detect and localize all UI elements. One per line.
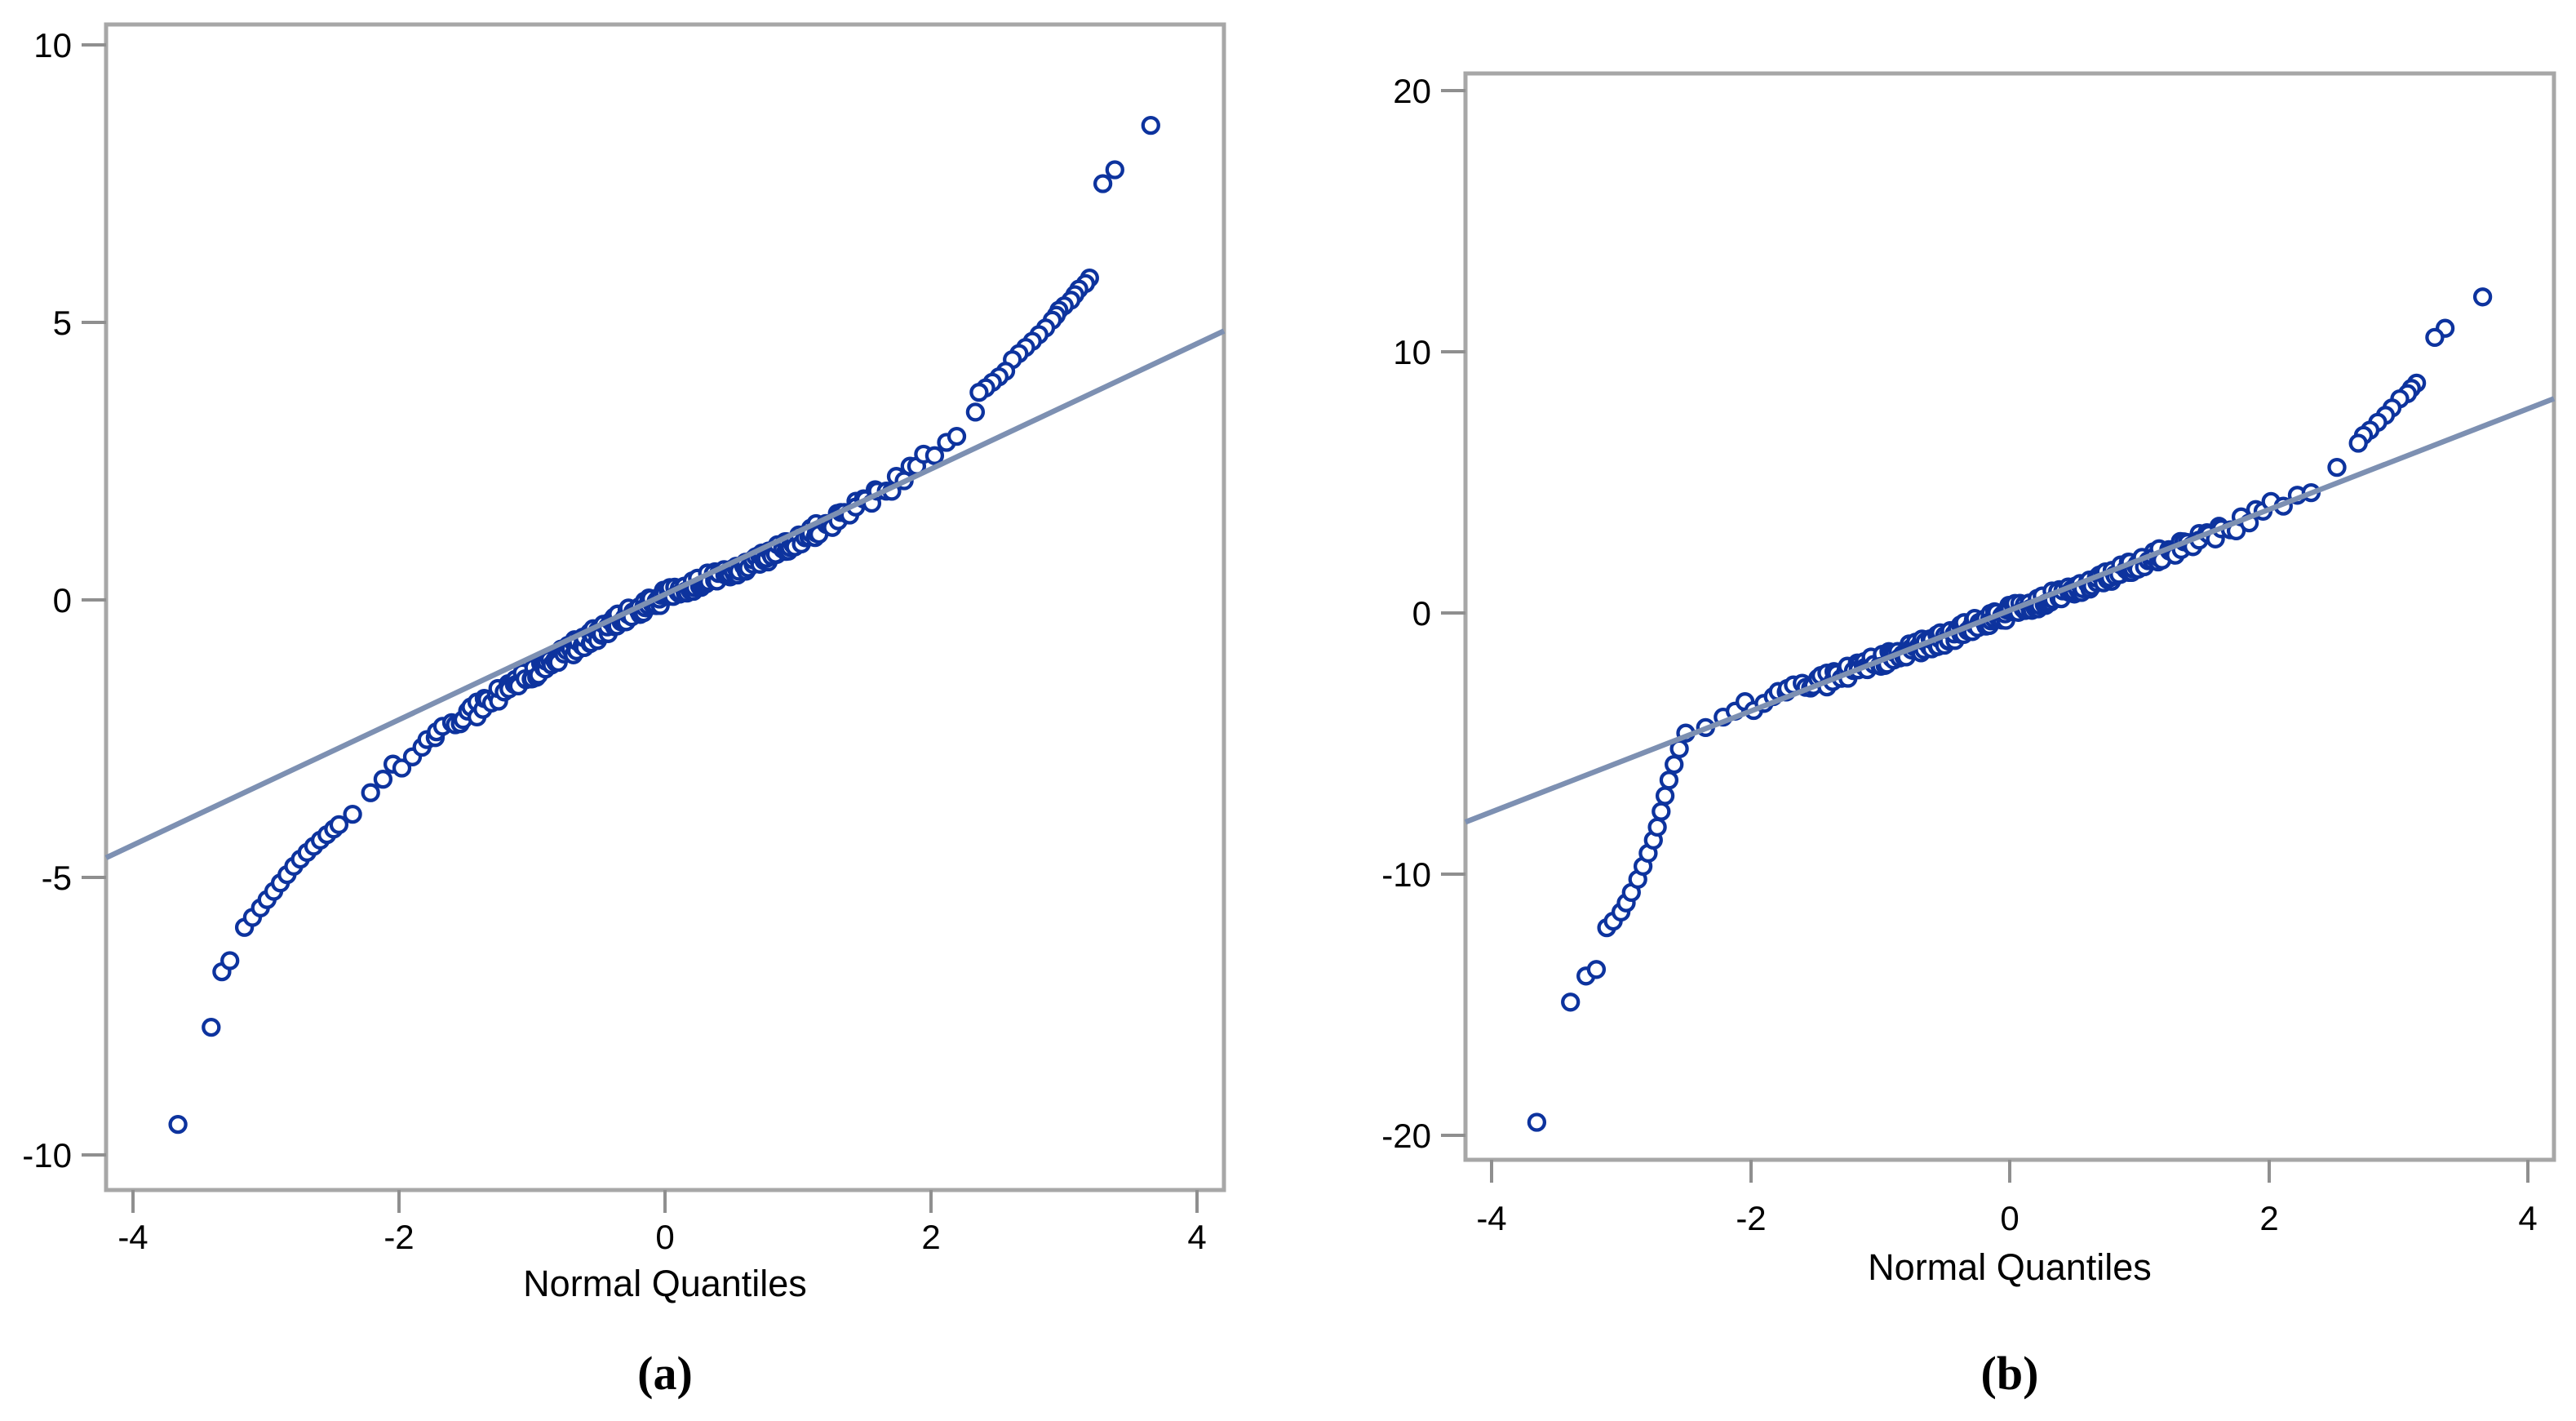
x-tick-label: 2 xyxy=(2259,1199,2278,1237)
data-point xyxy=(1586,960,1607,979)
y-tick-label: 0 xyxy=(1412,594,1431,633)
data-point xyxy=(1561,992,1581,1012)
data-point xyxy=(1527,1112,1547,1132)
data-point xyxy=(361,783,380,802)
y-tick-label: 0 xyxy=(53,581,72,619)
y-axis-ticks xyxy=(82,43,106,1157)
data-point xyxy=(1141,115,1160,135)
data-point xyxy=(1659,770,1679,790)
y-axis-labels: 10 5 0 -5 -10 xyxy=(22,26,72,1175)
data-point xyxy=(220,951,240,970)
panel-caption: (b) xyxy=(1981,1347,2039,1400)
x-tick-label: 4 xyxy=(2518,1199,2537,1237)
scatter-markers xyxy=(168,115,1160,1135)
x-tick-label: -4 xyxy=(1476,1199,1506,1237)
data-point xyxy=(924,446,945,465)
reference-line xyxy=(104,328,1226,860)
y-tick-label: -10 xyxy=(1381,855,1431,894)
data-point xyxy=(1655,786,1675,806)
data-point xyxy=(2425,327,2445,348)
y-tick-label: -5 xyxy=(42,859,72,897)
y-tick-label: -10 xyxy=(22,1136,72,1175)
panel-caption: (a) xyxy=(637,1347,693,1400)
data-point xyxy=(1652,802,1671,821)
data-point xyxy=(2327,457,2347,477)
normal-reference-line xyxy=(104,328,1226,860)
reference-line xyxy=(1464,396,2556,825)
y-tick-label: 20 xyxy=(1393,72,1431,110)
x-axis-title: Normal Quantiles xyxy=(1868,1246,2152,1288)
x-tick-label: -2 xyxy=(384,1218,414,1256)
data-point xyxy=(969,383,989,402)
scatter-markers xyxy=(1527,287,2493,1132)
y-tick-label: 5 xyxy=(53,304,72,342)
x-tick-label: 2 xyxy=(921,1218,940,1256)
data-point xyxy=(373,770,393,789)
x-tick-label: 0 xyxy=(655,1218,674,1256)
data-point xyxy=(168,1114,188,1135)
data-point xyxy=(2348,433,2368,453)
x-tick-label: 4 xyxy=(1187,1218,1206,1256)
x-tick-label: -2 xyxy=(1736,1199,1766,1237)
x-axis-ticks xyxy=(1490,1160,2529,1183)
x-axis-ticks xyxy=(131,1190,1199,1213)
y-axis-labels: 20 10 0 -10 -20 xyxy=(1381,72,1431,1155)
y-tick-label: 10 xyxy=(1393,333,1431,371)
data-point xyxy=(343,804,362,824)
x-axis-labels: -4 -2 0 2 4 xyxy=(1476,1199,2537,1237)
qq-panel-a: -4 -2 0 2 4 10 5 0 -5 -10 Normal Quantil… xyxy=(22,22,1226,1400)
y-tick-label: -20 xyxy=(1381,1117,1431,1155)
data-point xyxy=(965,402,986,422)
normal-reference-line xyxy=(1464,396,2556,825)
data-point xyxy=(392,758,412,778)
x-tick-label: 0 xyxy=(2000,1199,2019,1237)
data-point xyxy=(2472,287,2493,307)
x-tick-label: -4 xyxy=(117,1218,148,1256)
x-axis-labels: -4 -2 0 2 4 xyxy=(117,1218,1206,1256)
y-tick-label: 10 xyxy=(33,26,72,64)
y-axis-ticks xyxy=(1441,89,1465,1137)
data-point xyxy=(329,815,349,835)
data-point xyxy=(947,426,967,446)
data-point xyxy=(202,1017,221,1037)
data-point xyxy=(1093,174,1113,193)
qq-panel-b: -4 -2 0 2 4 20 10 0 -10 -20 Normal Quant… xyxy=(1381,71,2556,1400)
data-point xyxy=(1105,160,1124,180)
data-point xyxy=(1665,754,1684,775)
x-axis-title: Normal Quantiles xyxy=(523,1263,807,1304)
data-point xyxy=(1647,817,1667,837)
